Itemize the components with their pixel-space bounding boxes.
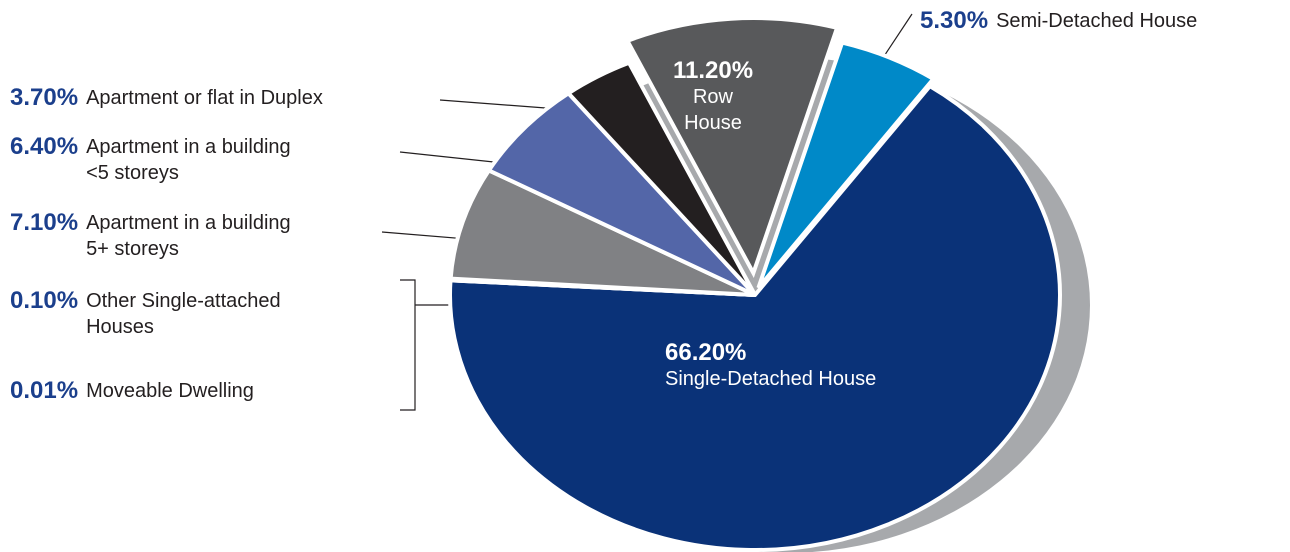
pie-slice <box>448 167 756 297</box>
slice-label: 0.10% Other Single-attached Houses <box>10 288 281 340</box>
value-label: 11.20% <box>672 57 754 84</box>
value-label: 6.40% <box>10 133 79 160</box>
value-label: 5.30% <box>920 7 989 34</box>
slice-label: 7.10% Apartment in a building 5+ storeys <box>10 210 291 262</box>
pie-slice <box>756 40 937 290</box>
slice-label: 0.01% Moveable Dwelling <box>10 378 254 405</box>
slice-label: 5.30% Semi-Detached House <box>920 8 1197 35</box>
category-label: Other Single-attached Houses <box>86 290 281 338</box>
slice-label: 66.20% Single-Detached House <box>665 340 876 392</box>
value-label: 66.20% <box>665 339 747 366</box>
pie-slice <box>565 60 757 297</box>
category-label: Single-Detached House <box>665 368 877 390</box>
value-label: 7.10% <box>10 209 79 236</box>
pie-slice <box>624 16 840 279</box>
category-label: Semi-Detached House <box>996 10 1198 32</box>
bracket <box>400 279 452 411</box>
value-label: 3.70% <box>10 84 79 111</box>
value-label: 0.10% <box>10 287 79 314</box>
category-label: Apartment in a building 5+ storeys <box>86 212 291 260</box>
category-label: Apartment or flat in Duplex <box>86 87 323 109</box>
pie-slice <box>448 83 1062 552</box>
category-label: Moveable Dwelling <box>86 380 254 402</box>
category-label: Apartment in a building <5 storeys <box>86 136 291 184</box>
slice-label: 11.20% Row House <box>665 58 761 136</box>
pie-slice <box>485 90 757 297</box>
category-label: Row House <box>684 86 742 134</box>
slice-label: 6.40% Apartment in a building <5 storeys <box>10 134 291 186</box>
value-label: 0.01% <box>10 377 79 404</box>
slice-label: 3.70% Apartment or flat in Duplex <box>10 85 323 112</box>
